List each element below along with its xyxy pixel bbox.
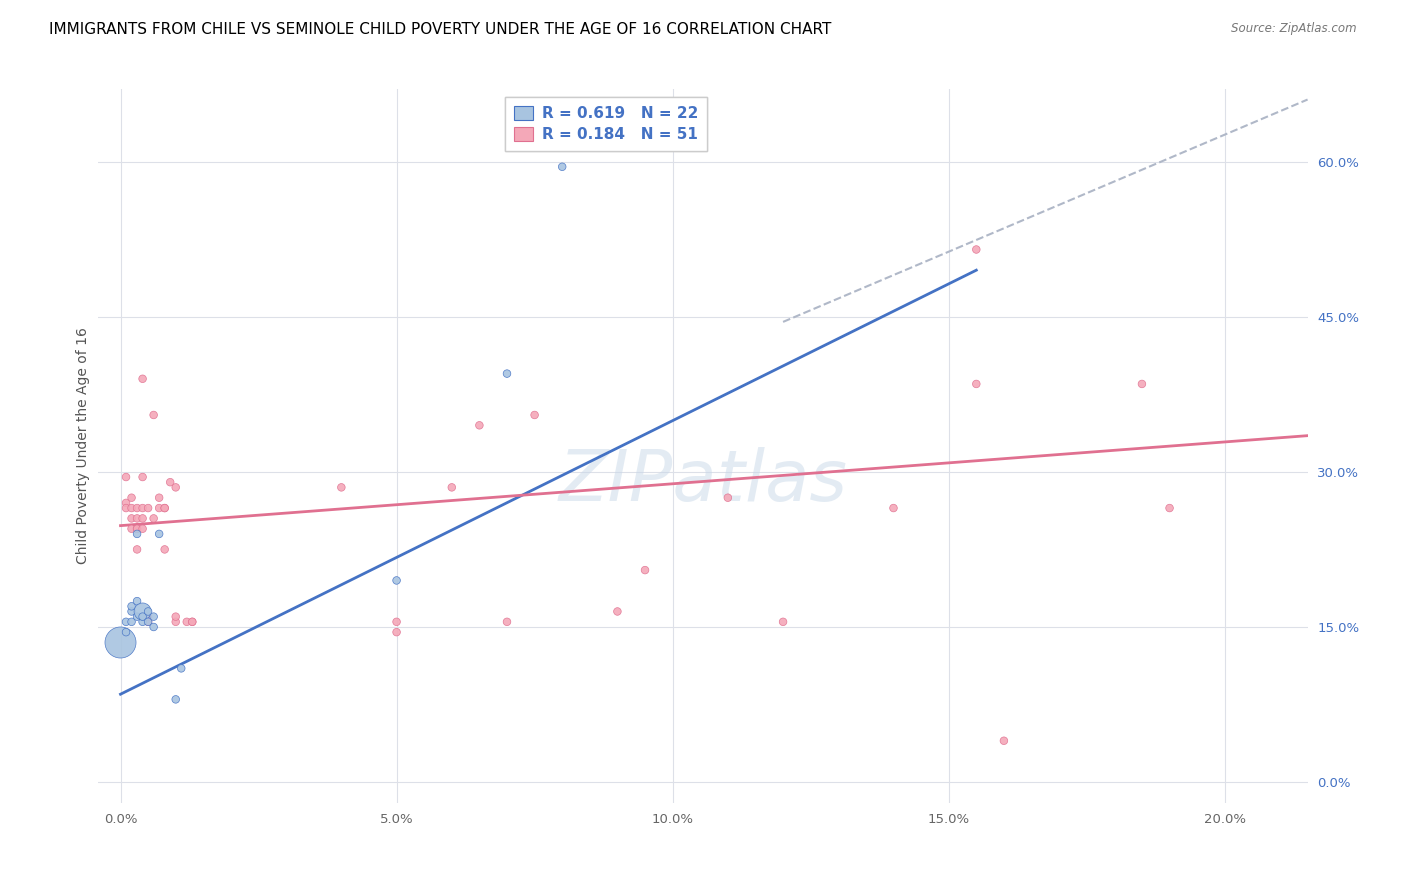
Point [165, 615, 187, 629]
Point [153, 501, 176, 516]
Point [551, 160, 574, 174]
Point [125, 501, 148, 516]
Point [634, 563, 657, 577]
Point [440, 480, 463, 494]
Point [717, 491, 740, 505]
Text: ZIPatlas: ZIPatlas [558, 447, 848, 516]
Point [1130, 376, 1153, 391]
Point [170, 661, 193, 675]
Point [142, 620, 165, 634]
Point [468, 418, 491, 433]
Point [165, 692, 187, 706]
Point [165, 480, 187, 494]
Point [115, 625, 138, 640]
Point [148, 491, 170, 505]
Point [385, 574, 408, 588]
Text: IMMIGRANTS FROM CHILE VS SEMINOLE CHILD POVERTY UNDER THE AGE OF 16 CORRELATION : IMMIGRANTS FROM CHILE VS SEMINOLE CHILD … [49, 22, 831, 37]
Point [136, 615, 159, 629]
Point [131, 501, 153, 516]
Point [882, 501, 904, 516]
Point [142, 609, 165, 624]
Point [153, 501, 176, 516]
Point [121, 615, 143, 629]
Point [131, 609, 153, 624]
Point [125, 594, 148, 608]
Point [181, 615, 204, 629]
Point [125, 522, 148, 536]
Point [330, 480, 353, 494]
Point [115, 496, 138, 510]
Point [181, 615, 204, 629]
Point [1159, 501, 1181, 516]
Point [131, 470, 153, 484]
Point [772, 615, 794, 629]
Point [121, 491, 143, 505]
Point [523, 408, 546, 422]
Point [136, 615, 159, 629]
Text: Source: ZipAtlas.com: Source: ZipAtlas.com [1232, 22, 1357, 36]
Point [131, 372, 153, 386]
Point [115, 615, 138, 629]
Point [136, 609, 159, 624]
Y-axis label: Child Poverty Under the Age of 16: Child Poverty Under the Age of 16 [76, 327, 90, 565]
Point [385, 625, 408, 640]
Point [965, 376, 987, 391]
Point [115, 501, 138, 516]
Point [159, 475, 181, 490]
Point [131, 605, 153, 619]
Point [385, 615, 408, 629]
Point [125, 522, 148, 536]
Point [496, 367, 519, 381]
Point [165, 609, 187, 624]
Point [110, 635, 132, 649]
Point [153, 542, 176, 557]
Point [121, 599, 143, 614]
Point [496, 615, 519, 629]
Point [121, 605, 143, 619]
Point [142, 511, 165, 525]
Point [131, 615, 153, 629]
Point [136, 605, 159, 619]
Legend: R = 0.619   N = 22, R = 0.184   N = 51: R = 0.619 N = 22, R = 0.184 N = 51 [505, 97, 707, 152]
Point [136, 501, 159, 516]
Point [148, 527, 170, 541]
Point [993, 733, 1015, 747]
Point [115, 470, 138, 484]
Point [131, 511, 153, 525]
Point [125, 511, 148, 525]
Point [148, 501, 170, 516]
Point [142, 408, 165, 422]
Point [176, 615, 198, 629]
Point [125, 609, 148, 624]
Point [606, 605, 628, 619]
Point [121, 511, 143, 525]
Point [121, 522, 143, 536]
Point [121, 501, 143, 516]
Point [125, 542, 148, 557]
Point [965, 243, 987, 257]
Point [125, 527, 148, 541]
Point [131, 522, 153, 536]
